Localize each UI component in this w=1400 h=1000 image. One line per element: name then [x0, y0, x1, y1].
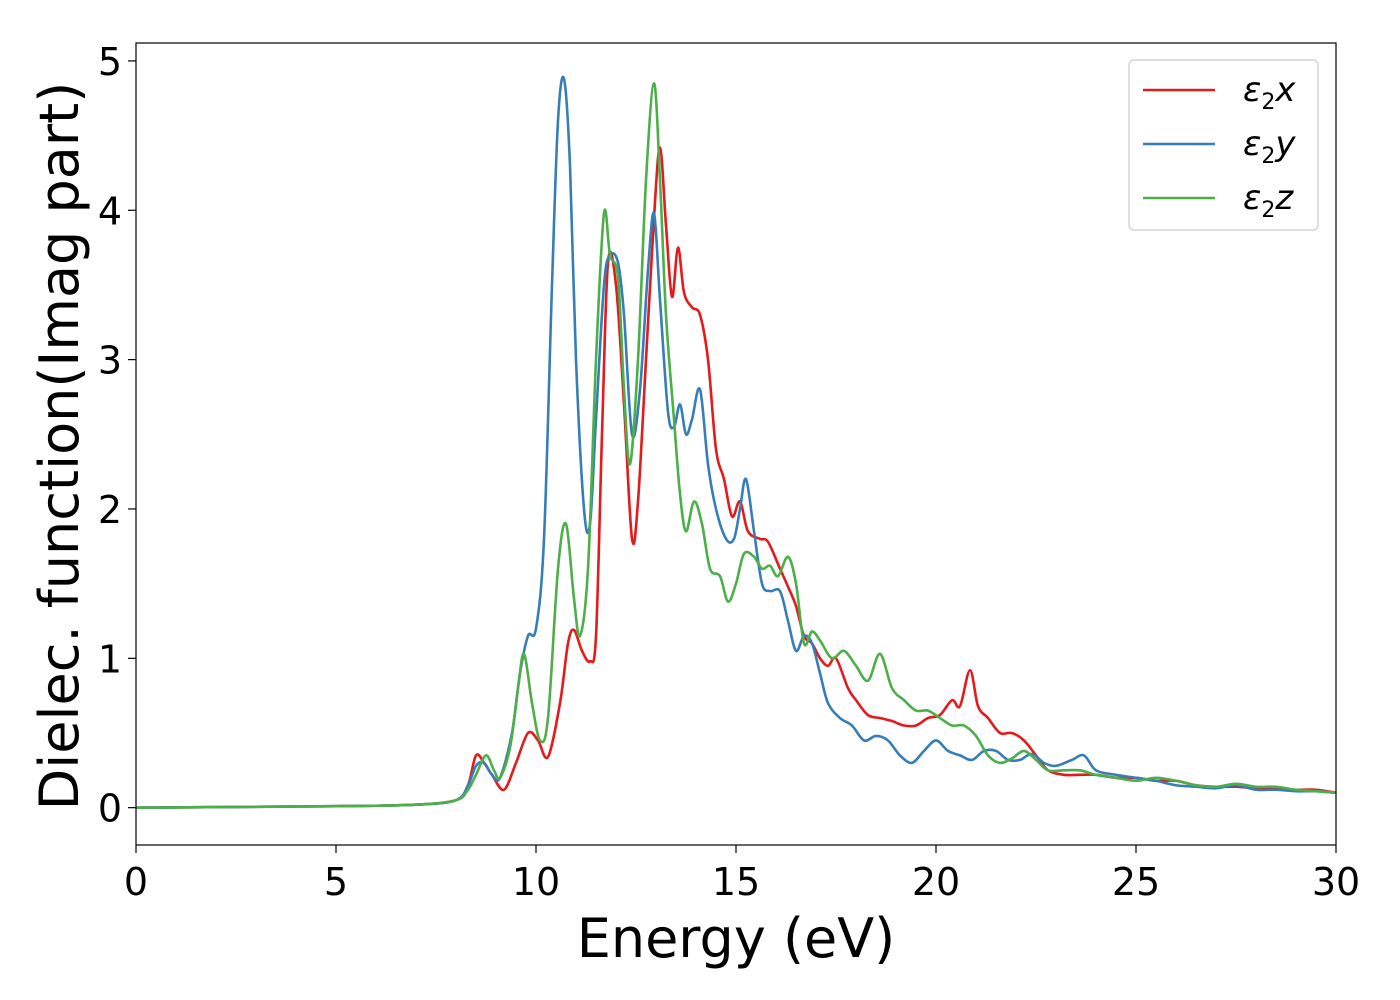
- x-tick-label: 0: [124, 860, 148, 904]
- y-tick-label: 3: [98, 339, 122, 383]
- x-tick-label: 15: [712, 860, 760, 904]
- y-tick-label: 0: [98, 787, 122, 831]
- legend-label: ε2x: [1243, 70, 1296, 115]
- series-line-3: [136, 82, 1336, 809]
- series-line-1: [136, 146, 1336, 809]
- y-tick-label: 2: [98, 488, 122, 532]
- plot-series: [136, 75, 1336, 809]
- x-tick-label: 30: [1312, 860, 1360, 904]
- y-axis: 0 1 2 3 4 5: [98, 40, 136, 831]
- legend-label: ε2y: [1243, 124, 1296, 169]
- y-axis-title: Dielec. function(Imag part): [28, 82, 91, 811]
- x-axis: 0 5 10 15 20 25 30: [124, 845, 1360, 904]
- legend: ε2x ε2y ε2z: [1128, 59, 1319, 231]
- x-axis-title: Energy (eV): [577, 907, 896, 970]
- x-tick-label: 20: [912, 860, 960, 904]
- legend-label: ε2z: [1243, 178, 1294, 223]
- x-tick-label: 25: [1112, 860, 1160, 904]
- legend-box: [1128, 59, 1319, 231]
- y-tick-label: 4: [98, 189, 122, 233]
- y-tick-label: 1: [98, 637, 122, 681]
- x-tick-label: 10: [512, 860, 560, 904]
- y-tick-label: 5: [98, 40, 122, 84]
- series-line-2: [136, 75, 1336, 809]
- x-tick-label: 5: [324, 860, 348, 904]
